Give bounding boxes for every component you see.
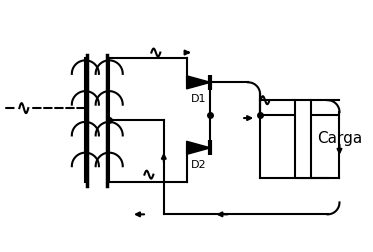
Polygon shape: [186, 76, 210, 89]
Text: D2: D2: [191, 160, 206, 170]
Text: Carga: Carga: [317, 131, 362, 146]
Text: D1: D1: [191, 94, 206, 104]
Bar: [295, 100, 311, 178]
Polygon shape: [186, 141, 210, 154]
